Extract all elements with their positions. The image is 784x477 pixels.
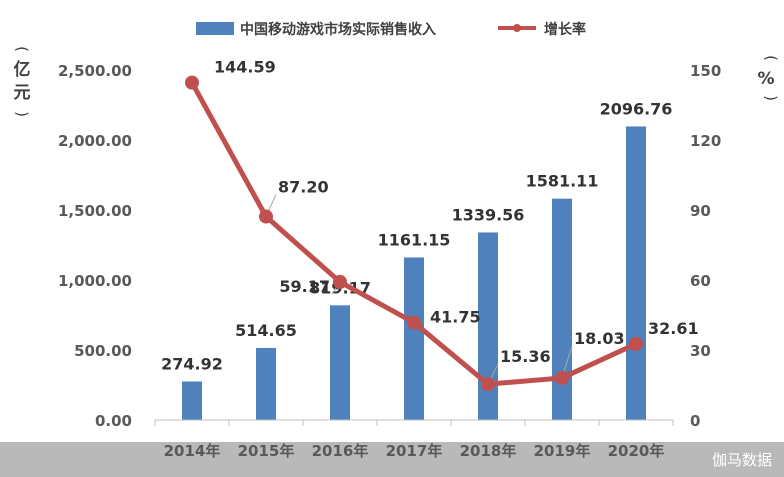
line-data-label: 87.20 [278, 178, 329, 197]
x-tick-label: 2020年 [608, 442, 665, 460]
x-tick-label: 2014年 [164, 442, 221, 460]
bar-data-label: 514.65 [235, 321, 297, 340]
bar [330, 305, 350, 420]
growth-marker [185, 75, 199, 90]
bar [552, 198, 572, 420]
line-data-label: 41.75 [430, 308, 481, 327]
left-unit-close-paren: ) [13, 111, 31, 117]
legend-label-growth: 增长率 [544, 21, 586, 38]
growth-marker [555, 370, 569, 385]
bar-data-label: 1581.11 [526, 172, 599, 191]
x-axis [154, 419, 674, 426]
x-tick-label: 2015年 [238, 442, 295, 460]
line-data-label: 18.03 [574, 329, 625, 348]
right-axis-unit: ( % ) [757, 55, 780, 101]
left-tick-label: 500.00 [74, 342, 132, 360]
right-axis-ticks: 0 30 60 90 120 150 [690, 62, 721, 430]
growth-marker [481, 377, 495, 392]
bar-data-label: 2096.76 [600, 99, 673, 118]
left-tick-label: 1,000.00 [58, 272, 132, 290]
line-data-label: 144.59 [214, 58, 276, 77]
x-tick-label: 2018年 [460, 442, 517, 460]
legend-swatch-bar [196, 22, 234, 35]
x-tick-label: 2016年 [312, 442, 369, 460]
line-data-label: 59.17 [279, 277, 330, 296]
left-unit-char-1: 亿 [14, 59, 31, 80]
right-tick-label: 90 [690, 202, 711, 220]
x-axis-tick-labels: 2014年 2015年 2016年 2017年 2018年 2019年 2020年 [164, 442, 665, 460]
line-data-labels: 144.59 87.20 59.17 41.75 15.36 18.03 32.61 [214, 58, 699, 367]
right-unit-open-paren: ( [762, 55, 780, 61]
line-data-label: 32.61 [648, 319, 699, 338]
line-data-label: 15.36 [500, 347, 551, 366]
right-tick-label: 120 [690, 132, 721, 150]
bar [256, 347, 276, 420]
growth-marker [629, 336, 643, 351]
right-tick-label: 150 [690, 62, 721, 80]
right-tick-label: 30 [690, 342, 711, 360]
left-unit-char-2: 元 [14, 83, 31, 103]
left-tick-label: 2,000.00 [58, 132, 132, 150]
line-series [185, 75, 643, 392]
left-axis-ticks: 0.00 500.00 1,000.00 1,500.00 2,000.00 2,500.… [58, 62, 132, 430]
right-tick-label: 60 [690, 272, 711, 290]
left-tick-label: 2,500.00 [58, 62, 132, 80]
legend-label-revenue: 中国移动游戏市场实际销售收入 [240, 21, 436, 38]
bar [626, 126, 646, 420]
growth-marker [259, 209, 273, 224]
watermark-band [0, 442, 784, 477]
watermark-text: 伽马数据 [712, 451, 772, 469]
right-unit-char: % [757, 69, 774, 89]
legend-swatch-marker [513, 24, 521, 32]
bar [404, 257, 424, 420]
growth-marker [407, 315, 421, 330]
bar [182, 381, 202, 420]
left-unit-open-paren: ( [13, 46, 31, 52]
right-tick-label: 0 [690, 412, 700, 430]
bar-data-label: 1161.15 [378, 230, 451, 249]
left-tick-label: 1,500.00 [58, 202, 132, 220]
growth-marker [333, 274, 347, 289]
bar-data-label: 1339.56 [452, 205, 525, 224]
x-tick-label: 2017年 [386, 442, 443, 460]
left-tick-label: 0.00 [95, 412, 132, 430]
x-tick-label: 2019年 [534, 442, 591, 460]
right-unit-close-paren: ) [762, 95, 780, 101]
bar-data-label: 274.92 [161, 355, 223, 374]
bar [478, 232, 498, 420]
left-axis-unit: ( 亿 元 ) [13, 46, 31, 117]
legend: 中国移动游戏市场实际销售收入 增长率 [196, 21, 586, 38]
